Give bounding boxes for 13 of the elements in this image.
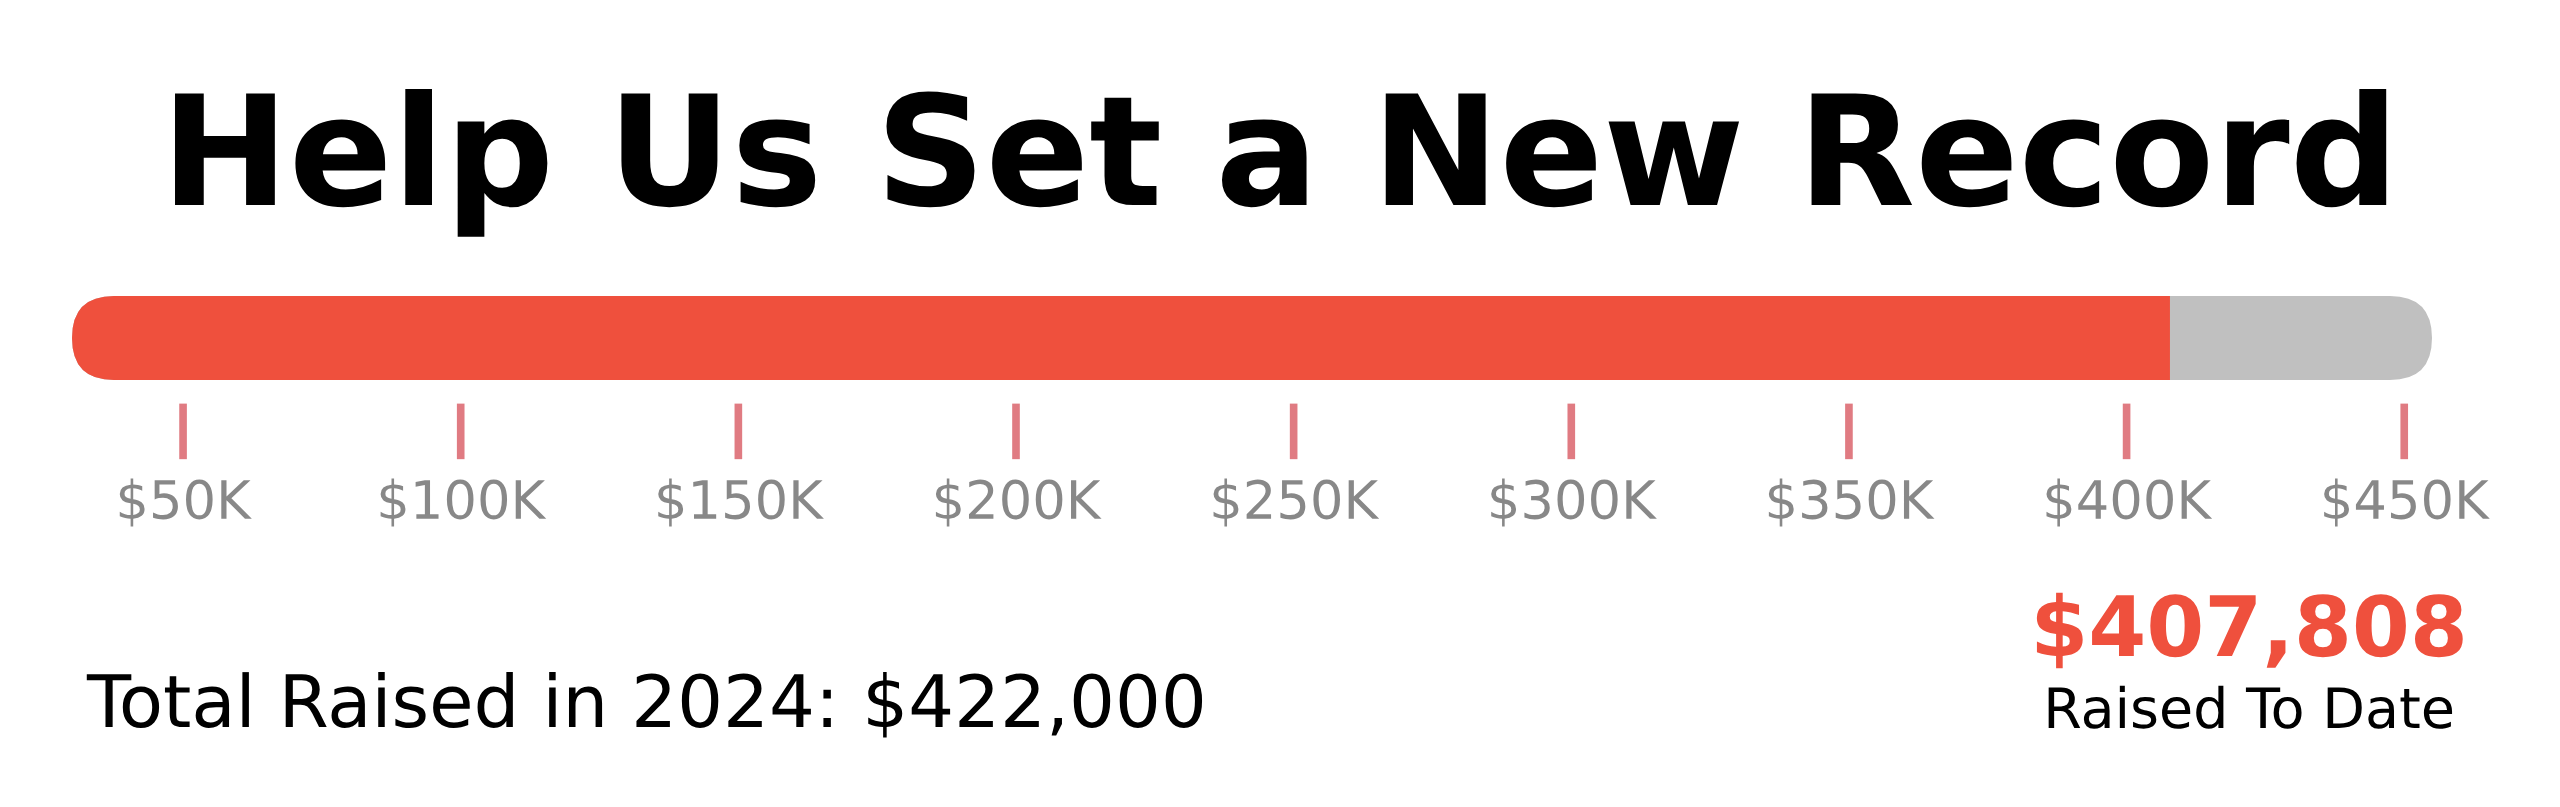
text: Total Raised in 2024: $422,000 [86, 672, 1203, 738]
x-tick-label: $200K [935, 478, 1102, 527]
x-tick-label: $100K [380, 478, 547, 527]
chart-title: Help Us Set a New Record [175, 88, 2387, 237]
text: Raised To Date [2048, 685, 2453, 729]
x-tick-label: $350K [1768, 478, 1935, 527]
x-tick-label: $400K [2046, 478, 2213, 527]
x-tick-label: $250K [1213, 478, 1380, 527]
x-tick-label: $150K [658, 478, 824, 527]
text: $407,808 [2036, 592, 2463, 669]
x-tick-label: $450K [2324, 478, 2490, 527]
x-tick-label: $50K [119, 478, 252, 527]
x-tick-label: $300K [1491, 478, 1657, 527]
